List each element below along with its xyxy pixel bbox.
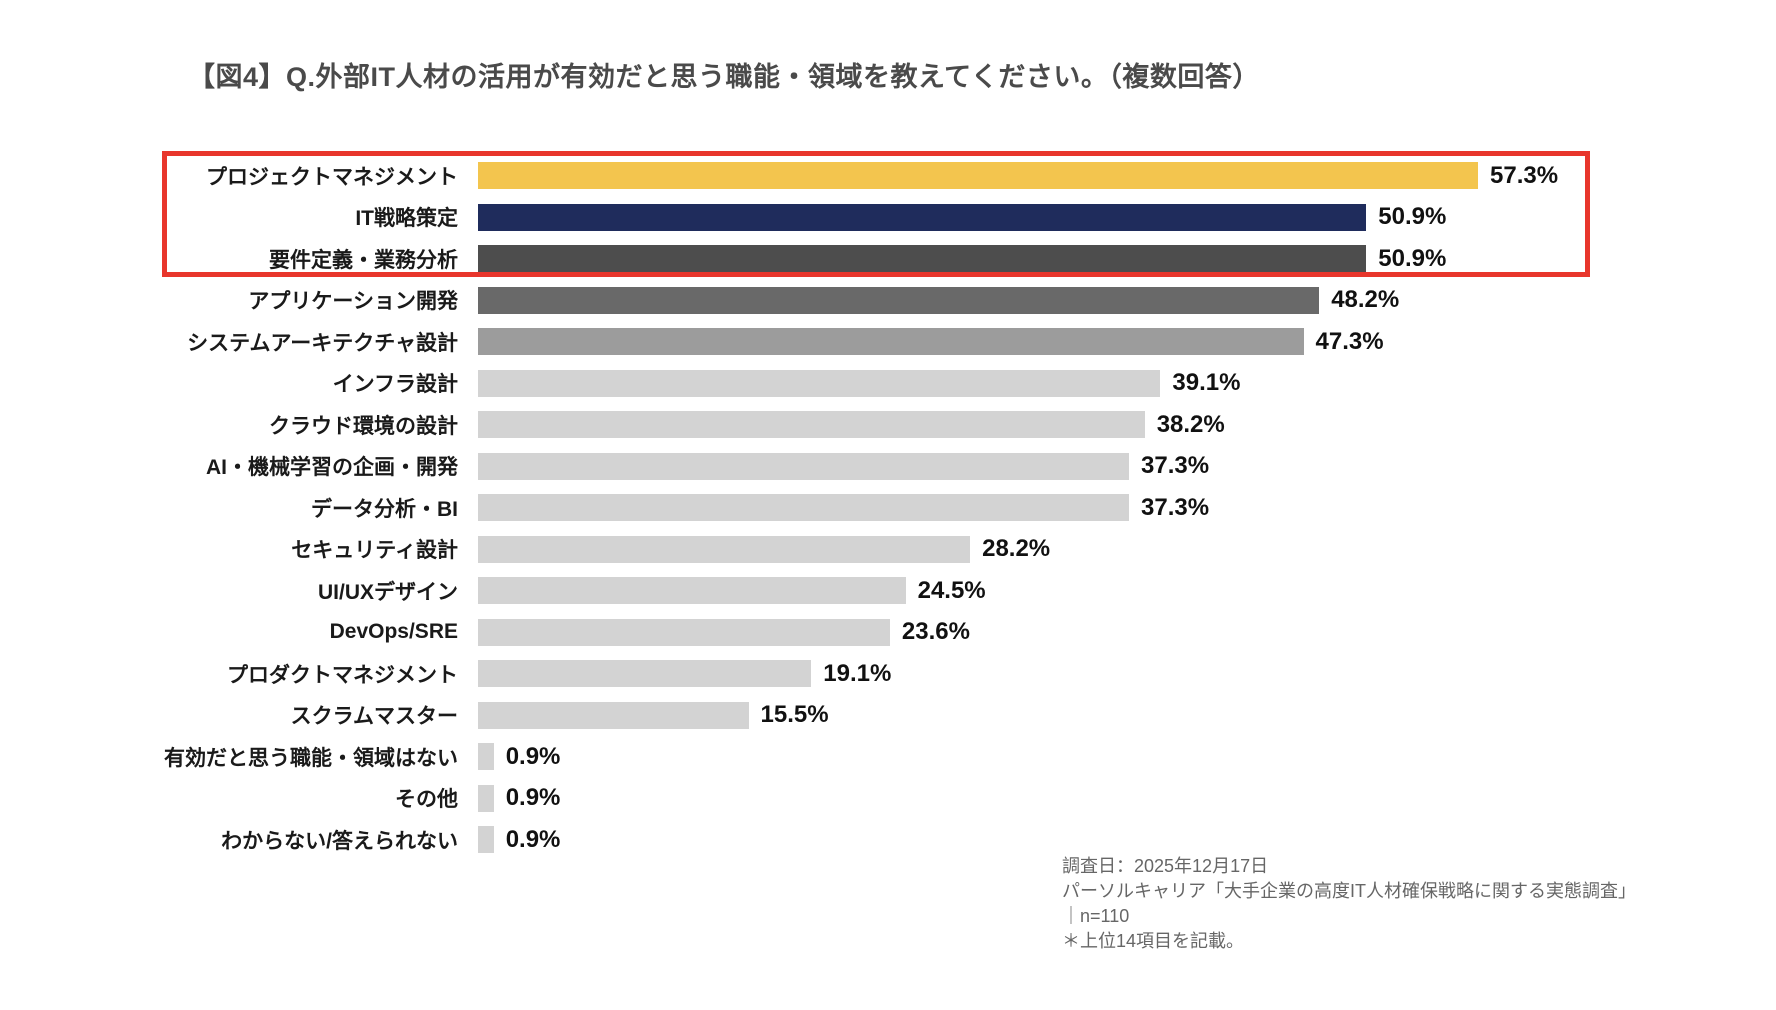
category-label: AI・機械学習の企画・開発 [206, 456, 458, 480]
bar-row: IT戦略策定 50.9% [0, 197, 1558, 239]
note-sample-size: ｜n=110 [1062, 906, 1130, 926]
bar-track: 50.9% [478, 203, 1447, 231]
bar-track: 24.5% [478, 576, 986, 605]
category-label: クラウド環境の設計 [269, 414, 458, 438]
category-label: DevOps/SRE [329, 620, 458, 644]
value-label: 19.1% [823, 659, 892, 687]
bar [478, 452, 1129, 480]
bar-track: 50.9% [478, 244, 1447, 273]
bar [478, 245, 1367, 273]
bar [478, 660, 812, 688]
bar-chart: プロジェクトマネジメント 57.3% IT戦略策定 50.9% 要件定義・業務分… [0, 151, 1590, 861]
value-label: 57.3% [1490, 161, 1559, 189]
bar-track: 0.9% [478, 825, 561, 854]
bar-row: プロジェクトマネジメント 57.3% [0, 155, 1558, 197]
bar-row: プロダクトマネジメント 19.1% [0, 653, 1558, 695]
bar-row: その他 0.9% [0, 778, 1558, 820]
bar [478, 577, 906, 605]
bar [478, 203, 1367, 231]
value-label: 47.3% [1315, 327, 1384, 355]
value-label: 37.3% [1141, 452, 1210, 480]
bar-row: 要件定義・業務分析 50.9% [0, 238, 1558, 280]
value-label: 23.6% [901, 618, 970, 646]
bar-row: クラウド環境の設計 38.2% [0, 404, 1558, 446]
bar [478, 618, 890, 646]
bar [478, 743, 494, 771]
bar [478, 701, 749, 729]
category-label: プロダクトマネジメント [227, 663, 458, 687]
note-top14: ＊上位14項目を記載。 [1062, 931, 1245, 951]
note-survey-name: パーソルキャリア「大手企業の高度IT人材確保戦略に関する実態調査」 [1062, 881, 1636, 901]
bar [478, 535, 971, 563]
category-label: その他 [395, 788, 458, 812]
value-label: 37.3% [1141, 493, 1210, 521]
bar [478, 826, 494, 854]
category-label: わからない/答えられない [221, 829, 458, 853]
category-label: インフラ設計 [332, 373, 458, 397]
value-label: 15.5% [760, 701, 829, 729]
bar-row: AI・機械学習の企画・開発 37.3% [0, 446, 1558, 488]
category-label: IT戦略策定 [355, 207, 458, 231]
value-label: 0.9% [505, 784, 561, 812]
value-label: 48.2% [1331, 286, 1400, 314]
bar [478, 411, 1145, 439]
bar-track: 0.9% [478, 742, 561, 771]
bar-row: システムアーキテクチャ設計 47.3% [0, 321, 1558, 363]
bar-track: 0.9% [478, 784, 561, 812]
bar-track: 28.2% [478, 535, 1051, 563]
bar-track: 48.2% [478, 286, 1400, 314]
bar-track: 57.3% [478, 161, 1559, 190]
bar-row: UI/UXデザイン 24.5% [0, 570, 1558, 612]
bar-row: 有効だと思う職能・領域はない 0.9% [0, 736, 1558, 778]
value-label: 50.9% [1378, 203, 1447, 231]
value-label: 0.9% [505, 742, 561, 770]
bar-row: DevOps/SRE 23.6% [0, 612, 1558, 654]
bar [478, 328, 1304, 356]
bar-track: 38.2% [478, 410, 1225, 439]
category-label: システムアーキテクチャ設計 [187, 331, 458, 355]
category-label: プロジェクトマネジメント [206, 165, 458, 189]
bar-row: インフラ設計 39.1% [0, 363, 1558, 405]
category-label: データ分析・BI [311, 497, 458, 521]
value-label: 0.9% [505, 825, 561, 853]
bar-track: 37.3% [478, 493, 1210, 522]
category-label: アプリケーション開発 [248, 290, 458, 314]
source-notes: 調査日：2025年12月17日 パーソルキャリア「大手企業の高度IT人材確保戦略… [1062, 854, 1636, 954]
category-label: UI/UXデザイン [317, 580, 458, 604]
bar-track: 39.1% [478, 369, 1241, 397]
bar-rows: プロジェクトマネジメント 57.3% IT戦略策定 50.9% 要件定義・業務分… [0, 155, 1558, 861]
chart-title: 【図4】Q.外部IT人材の活用が有効だと思う職能・領域を教えてください。（複数回… [188, 62, 1260, 92]
bar-row: スクラムマスター 15.5% [0, 695, 1558, 737]
category-label: スクラムマスター [290, 705, 458, 729]
bar-track: 47.3% [478, 327, 1384, 356]
note-survey-date: 調査日：2025年12月17日 [1062, 856, 1269, 876]
bar [478, 286, 1320, 314]
bar [478, 784, 494, 812]
bar-row: わからない/答えられない 0.9% [0, 819, 1558, 861]
bar [478, 162, 1478, 190]
bar-row: アプリケーション開発 48.2% [0, 280, 1558, 322]
value-label: 28.2% [982, 535, 1051, 563]
bar-row: データ分析・BI 37.3% [0, 487, 1558, 529]
bar-track: 15.5% [478, 701, 829, 729]
bar-row: セキュリティ設計 28.2% [0, 529, 1558, 571]
value-label: 39.1% [1172, 369, 1241, 397]
value-label: 38.2% [1156, 410, 1225, 438]
bar [478, 494, 1129, 522]
category-label: 要件定義・業務分析 [269, 248, 458, 272]
category-label: セキュリティ設計 [291, 539, 458, 563]
value-label: 50.9% [1378, 244, 1447, 272]
category-label: 有効だと思う職能・領域はない [164, 746, 458, 770]
bar-track: 37.3% [478, 452, 1210, 480]
value-label: 24.5% [917, 576, 986, 604]
bar [478, 369, 1161, 397]
bar-track: 23.6% [478, 618, 970, 646]
bar-track: 19.1% [478, 659, 892, 688]
